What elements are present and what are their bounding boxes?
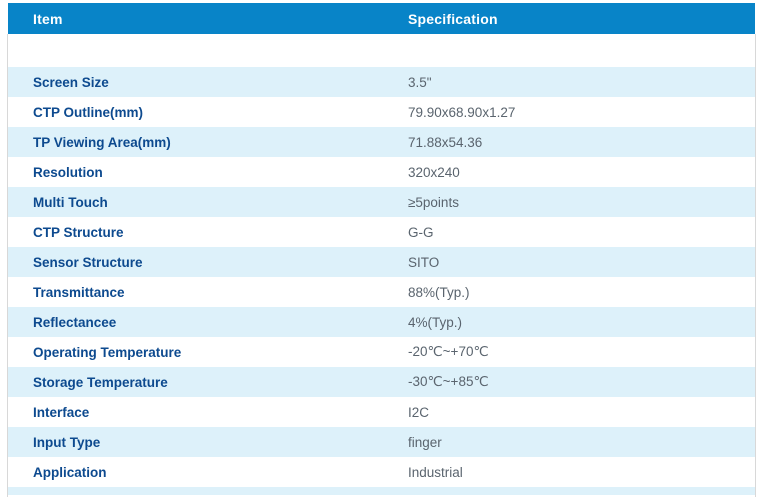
table-row: CTP Outline(mm) 79.90x68.90x1.27 <box>8 97 755 127</box>
spec-cell: 320x240 <box>408 164 460 180</box>
spec-cell: -20℃~+70℃ <box>408 344 489 359</box>
item-cell: Screen Size <box>33 74 109 90</box>
column-header-specification: Specification <box>408 10 498 27</box>
left-page-border <box>7 34 8 497</box>
spec-cell: 3.5" <box>408 74 432 90</box>
item-cell: CTP Outline(mm) <box>33 104 144 120</box>
cut-off-next-row <box>8 487 755 495</box>
table-row: Resolution 320x240 <box>8 157 755 187</box>
spec-cell: ≥5points <box>408 194 459 210</box>
item-cell: TP Viewing Area(mm) <box>33 134 171 150</box>
spec-cell: SITO <box>408 254 440 270</box>
item-cell: Reflectancee <box>33 314 117 330</box>
spec-cell: G-G <box>408 224 434 240</box>
table-row: Input Type finger <box>8 427 755 457</box>
spec-cell: I2C <box>408 404 430 420</box>
item-cell: CTP Structure <box>33 224 124 240</box>
item-cell: Resolution <box>33 164 103 180</box>
table-row: Screen Size 3.5" <box>8 67 755 97</box>
spec-cell: 4%(Typ.) <box>408 314 463 330</box>
column-header-item: Item <box>33 10 63 27</box>
spec-cell: Industrial <box>408 464 463 480</box>
item-cell: Transmittance <box>33 284 125 300</box>
item-cell: Multi Touch <box>33 194 108 210</box>
table-row: Reflectancee 4%(Typ.) <box>8 307 755 337</box>
item-cell: Application <box>33 464 107 480</box>
item-cell: Interface <box>33 404 90 420</box>
item-cell: Sensor Structure <box>33 254 143 270</box>
item-cell: Operating Temperature <box>33 344 182 360</box>
table-row: Interface I2C <box>8 397 755 427</box>
spec-cell: 79.90x68.90x1.27 <box>408 104 516 120</box>
spec-cell: 88%(Typ.) <box>408 284 470 300</box>
table-row: Multi Touch ≥5points <box>8 187 755 217</box>
table-row: Transmittance 88%(Typ.) <box>8 277 755 307</box>
specification-table: Screen Size 3.5" CTP Outline(mm) 79.90x6… <box>8 67 755 487</box>
table-row: Operating Temperature -20℃~+70℃ <box>8 337 755 367</box>
right-page-border <box>755 34 756 497</box>
item-cell: Input Type <box>33 434 101 450</box>
table-row: CTP Structure G-G <box>8 217 755 247</box>
spec-cell: finger <box>408 434 442 450</box>
table-header-row: Item Specification <box>8 3 755 34</box>
table-row: Storage Temperature -30℃~+85℃ <box>8 367 755 397</box>
item-cell: Storage Temperature <box>33 374 168 390</box>
table-row: TP Viewing Area(mm) 71.88x54.36 <box>8 127 755 157</box>
spec-cell: 71.88x54.36 <box>408 134 483 150</box>
table-row: Application Industrial <box>8 457 755 487</box>
table-row: Sensor Structure SITO <box>8 247 755 277</box>
spec-cell: -30℃~+85℃ <box>408 374 489 389</box>
